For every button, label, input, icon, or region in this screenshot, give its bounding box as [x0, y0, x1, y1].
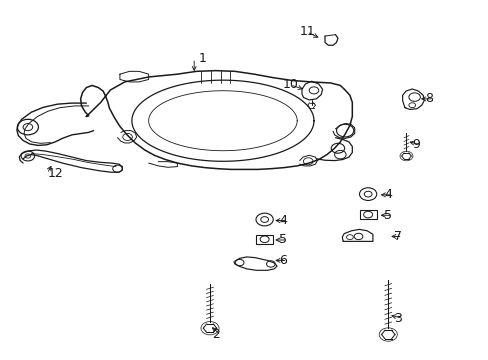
Text: 4: 4 — [384, 188, 391, 201]
FancyBboxPatch shape — [359, 210, 376, 219]
Text: 2: 2 — [211, 328, 219, 341]
Text: 8: 8 — [424, 93, 432, 105]
Text: 11: 11 — [299, 25, 315, 38]
FancyBboxPatch shape — [256, 235, 273, 244]
Text: 10: 10 — [282, 78, 298, 91]
Text: 7: 7 — [393, 230, 401, 243]
Text: 5: 5 — [384, 209, 392, 222]
Text: 12: 12 — [48, 167, 63, 180]
Text: 1: 1 — [199, 52, 206, 65]
Text: 3: 3 — [393, 312, 401, 325]
Text: 5: 5 — [279, 234, 286, 247]
Text: 6: 6 — [279, 254, 286, 267]
Text: 4: 4 — [279, 214, 286, 227]
Text: 9: 9 — [411, 138, 419, 151]
